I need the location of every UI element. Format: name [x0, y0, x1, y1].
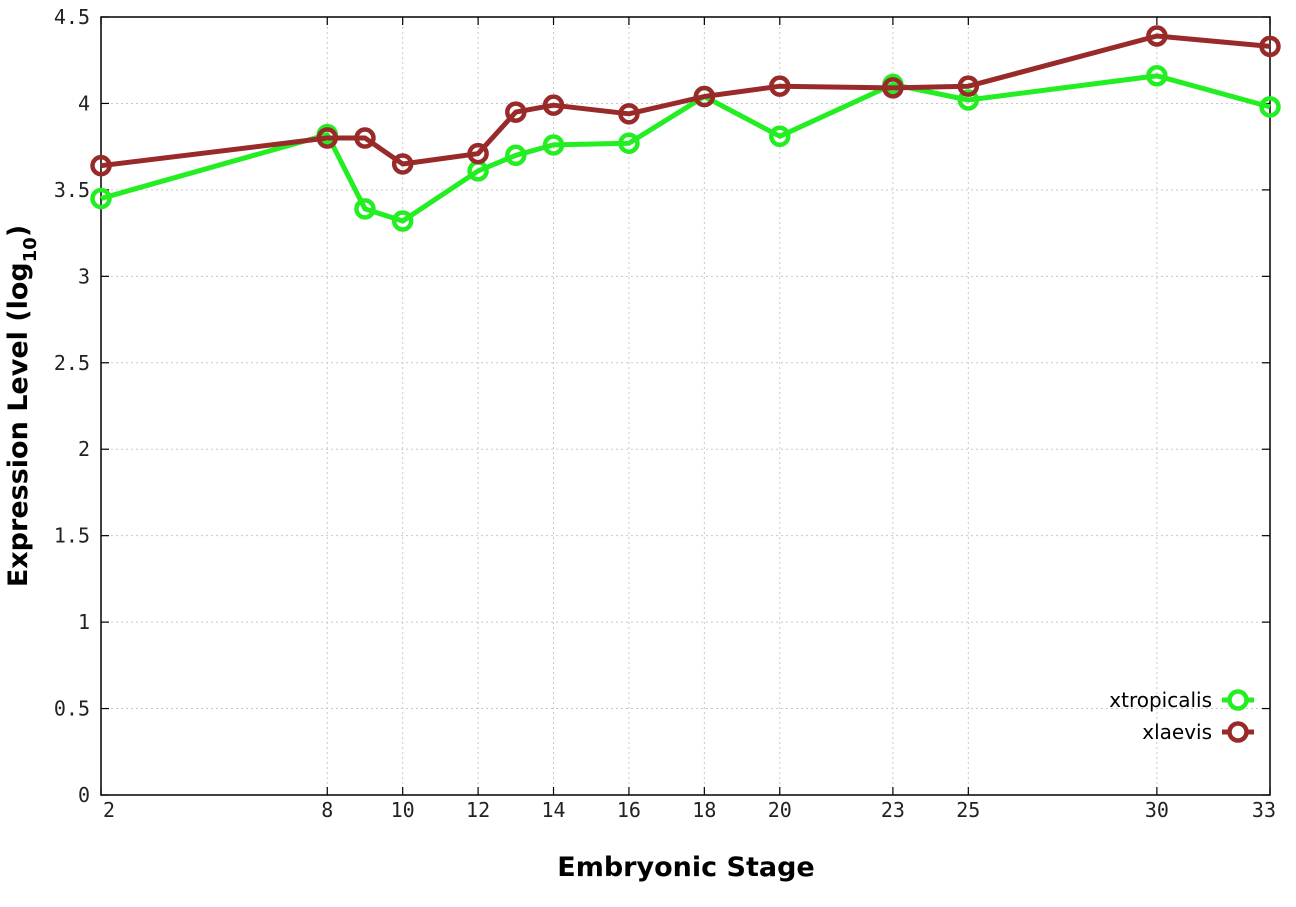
x-tick-label: 18 — [692, 798, 716, 822]
data-point-xlaevis — [882, 77, 904, 99]
data-point-xtropicalis — [354, 198, 376, 220]
y-tick-label: 0 — [78, 783, 90, 807]
data-point-xtropicalis — [1146, 65, 1168, 87]
y-axis-title-subscript: 10 — [20, 237, 41, 262]
y-tick-label: 3 — [78, 264, 90, 288]
data-point-xlaevis — [693, 85, 716, 108]
x-tick-label: 8 — [321, 798, 333, 822]
x-tick-label: 23 — [881, 798, 905, 822]
grid — [101, 17, 1270, 795]
legend-label: xlaevis — [1142, 720, 1212, 744]
y-tick-label: 1.5 — [54, 524, 90, 548]
x-tick-label: 12 — [466, 798, 490, 822]
data-point-xlaevis — [618, 103, 640, 125]
y-tick-label: 3.5 — [54, 178, 90, 202]
y-axis-tick-labels: 0 0.5 1 1.5 2 2.5 3 3.5 4 4.5 — [54, 5, 90, 807]
y-tick-label: 4 — [78, 91, 90, 115]
x-tick-label: 20 — [768, 798, 792, 822]
data-point-xlaevis — [505, 101, 527, 123]
x-tick-label: 2 — [103, 798, 115, 822]
data-point-xlaevis — [90, 154, 112, 177]
x-axis-tick-labels: 2 8 10 12 14 16 18 20 23 25 30 33 — [103, 798, 1276, 822]
data-point-xtropicalis — [618, 132, 640, 154]
y-axis-title-close: ) — [3, 225, 34, 237]
y-tick-label: 0.5 — [54, 697, 90, 721]
data-point-xlaevis — [316, 127, 339, 149]
data-point-xlaevis — [354, 127, 376, 149]
y-axis-title: Expression Level (log10) — [3, 225, 41, 587]
legend: xtropicalis xlaevis — [1109, 688, 1254, 744]
y-tick-label: 2.5 — [54, 351, 90, 375]
series — [90, 25, 1281, 232]
x-tick-label: 10 — [391, 798, 415, 822]
data-point-xtropicalis — [957, 89, 980, 111]
data-point-xlaevis — [1146, 25, 1168, 47]
legend-item-xlaevis: xlaevis — [1142, 720, 1254, 744]
series-line-xlaevis — [100, 33, 1271, 169]
legend-swatch-marker — [1227, 689, 1249, 711]
axis-ticks — [100, 16, 1271, 796]
data-point-xlaevis — [1259, 35, 1281, 58]
x-tick-label: 14 — [541, 798, 565, 822]
data-point-xtropicalis — [769, 125, 791, 148]
data-point-xtropicalis — [505, 144, 527, 167]
x-axis-title: Embryonic Stage — [557, 852, 814, 883]
x-tick-label: 25 — [956, 798, 980, 822]
x-tick-label: 16 — [617, 798, 641, 822]
series-xtropicalis — [90, 65, 1281, 232]
legend-item-xtropicalis: xtropicalis — [1109, 688, 1254, 712]
x-tick-label: 33 — [1252, 798, 1276, 822]
y-tick-label: 4.5 — [54, 5, 90, 29]
data-point-xtropicalis — [1259, 96, 1281, 118]
data-point-xtropicalis — [391, 210, 414, 232]
data-point-xlaevis — [957, 75, 980, 97]
series-xlaevis — [90, 25, 1281, 177]
data-point-xlaevis — [467, 142, 489, 165]
legend-swatch-marker — [1227, 721, 1249, 743]
data-point-xtropicalis — [542, 134, 565, 156]
data-point-xlaevis — [391, 153, 414, 175]
y-axis-title-main: Expression Level (log — [3, 262, 34, 587]
data-point-xtropicalis — [90, 187, 112, 210]
data-point-xlaevis — [542, 94, 565, 116]
series-line-xtropicalis — [100, 73, 1271, 224]
y-tick-label: 1 — [78, 610, 90, 634]
x-tick-label: 30 — [1145, 798, 1169, 822]
legend-label: xtropicalis — [1109, 688, 1212, 712]
y-tick-label: 2 — [78, 437, 90, 461]
plot-frame — [100, 16, 1271, 796]
data-point-xlaevis — [769, 75, 791, 97]
